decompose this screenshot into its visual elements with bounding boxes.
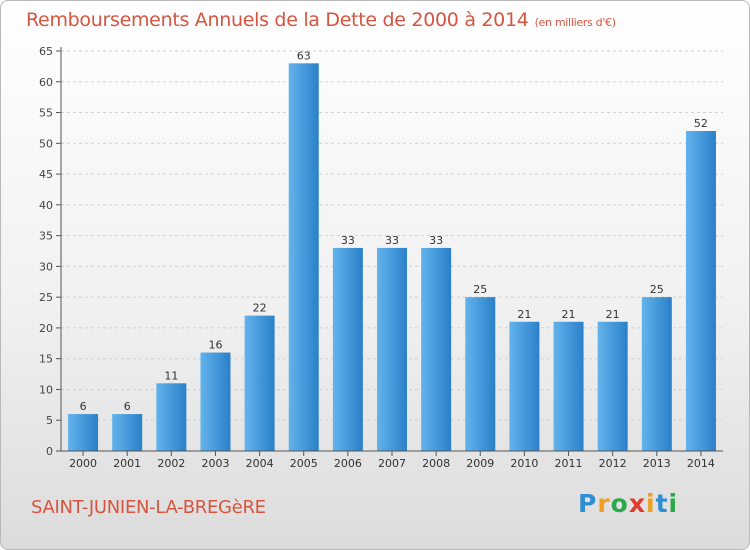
bar: [509, 321, 540, 451]
bar-value-label: 21: [606, 308, 620, 321]
x-tick-label: 2012: [599, 457, 627, 470]
bar: [377, 247, 407, 451]
bar: [597, 321, 628, 451]
y-tick-label: 0: [46, 445, 53, 458]
x-tick-label: 2004: [246, 457, 274, 470]
y-tick-label: 40: [39, 199, 53, 212]
x-tick-label: 2003: [201, 457, 229, 470]
bar: [641, 297, 672, 451]
bar: [553, 321, 584, 451]
x-tick-label: 2000: [69, 457, 97, 470]
y-tick-label: 20: [39, 322, 53, 335]
axes: 0 5 10 15 20 25 30 35 40 45 50 55 60 65 2000 2001 2002 20…: [39, 45, 723, 470]
bar-value-label: 21: [562, 308, 576, 321]
bar-value-label: 21: [517, 308, 531, 321]
y-tick-label: 25: [39, 291, 53, 304]
x-tick-label: 2010: [510, 457, 538, 470]
y-tick-label: 45: [39, 168, 53, 181]
bar-value-label: 11: [164, 369, 178, 382]
bar: [332, 247, 363, 451]
bar-value-label: 33: [429, 234, 443, 247]
unit-note: (en milliers d'€): [534, 16, 616, 29]
y-tick-label: 10: [39, 383, 53, 396]
x-tick-label: 2005: [290, 457, 318, 470]
y-tick-label: 30: [39, 260, 53, 273]
x-tick-label: 2002: [157, 457, 185, 470]
bar-value-label: 22: [253, 302, 267, 315]
x-tick-label: 2006: [334, 457, 362, 470]
proxiti-logo: Proxiti: [578, 489, 679, 518]
commune-name: SAINT-JUNIEN-LA-BREGèRE: [31, 497, 266, 518]
bar-value-label: 52: [694, 117, 708, 130]
bar: [244, 315, 275, 451]
bar-value-label: 16: [208, 339, 222, 352]
chart-title: Remboursements Annuels de la Dette de 20…: [26, 9, 616, 31]
bar-value-label: 25: [650, 283, 664, 296]
title-text: Remboursements Annuels de la Dette de 20…: [26, 9, 529, 31]
y-tick-label: 15: [39, 353, 53, 366]
x-tick-label: 2001: [113, 457, 141, 470]
bars: 6 6 11 16 22 63 33 33 33 25 21 21 21 25 52: [68, 49, 716, 452]
bar-value-label: 33: [341, 234, 355, 247]
bar: [112, 414, 143, 451]
bar-value-label: 6: [124, 400, 131, 413]
x-tick-label: 2007: [378, 457, 406, 470]
bar: [421, 247, 452, 451]
y-tick-label: 35: [39, 230, 53, 243]
bar: [200, 352, 231, 451]
y-tick-label: 5: [46, 414, 53, 427]
y-tick-label: 60: [39, 76, 53, 89]
bar-value-label: 25: [473, 283, 487, 296]
bar: [288, 63, 319, 452]
bar: [68, 414, 99, 451]
y-tick-label: 50: [39, 137, 53, 150]
x-tick-label: 2013: [643, 457, 671, 470]
x-tick-label: 2011: [555, 457, 583, 470]
y-tick-label: 65: [39, 45, 53, 58]
bar-value-label: 6: [80, 400, 87, 413]
x-tick-label: 2008: [422, 457, 450, 470]
x-tick-label: 2014: [687, 457, 715, 470]
y-tick-label: 55: [39, 107, 53, 120]
bar-value-label: 33: [385, 234, 399, 247]
bar: [685, 131, 716, 451]
x-tick-label: 2009: [466, 457, 494, 470]
bar-value-label: 63: [297, 49, 311, 62]
bar: [465, 297, 496, 451]
bar: [156, 383, 187, 451]
